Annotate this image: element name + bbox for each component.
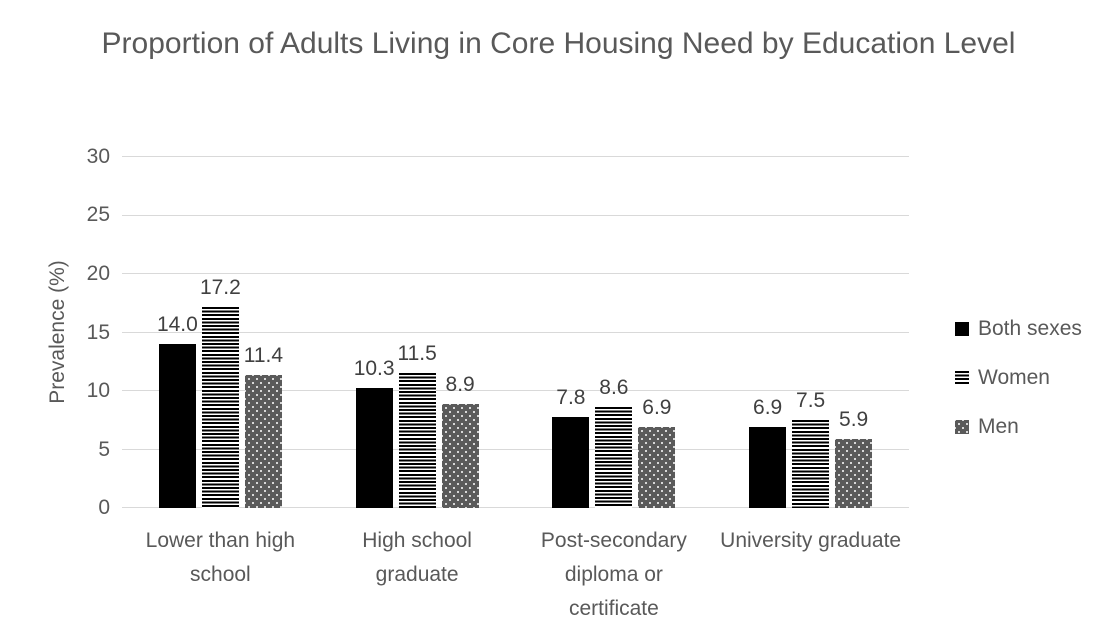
bar-value-label: 6.9 (753, 396, 783, 420)
x-axis-category-labels: Lower than high school High school gradua… (122, 524, 909, 626)
gridline-15 (122, 331, 909, 333)
legend-item-both-sexes: Both sexes (955, 317, 1082, 341)
bar-women: 8.6 (595, 376, 633, 508)
bar-value-label: 7.8 (556, 385, 586, 409)
bar-group-lower-than-high-school: 14.0 17.2 11.4 (122, 157, 319, 508)
y-tick-label: 15 (86, 320, 110, 344)
gridlines (122, 156, 909, 508)
legend-swatch-women (955, 371, 969, 385)
x-axis-category-label: Lower than high school (145, 529, 296, 586)
bar-value-label: 7.5 (796, 389, 826, 413)
bar-men: 5.9 (835, 408, 873, 508)
bar-both-sexes: 10.3 (354, 357, 395, 508)
bar-value-label: 8.6 (599, 376, 629, 400)
x-axis-category-label: High school graduate (362, 529, 472, 586)
bar-group-post-secondary-diploma-or-certificate: 7.8 8.6 6.9 (516, 157, 713, 508)
bar-value-label: 11.4 (243, 343, 284, 367)
legend: Both sexes Women Men (955, 317, 1082, 464)
gridline-25 (122, 214, 909, 216)
bar-men: 6.9 (638, 396, 676, 508)
x-axis-category-label: Post-secondary diploma or certificate (540, 529, 687, 620)
gridline-30 (122, 156, 909, 157)
bar-value-label: 8.9 (445, 372, 475, 396)
bar-group-university-graduate: 6.9 7.5 5.9 (712, 157, 909, 508)
plot-area: 14.0 17.2 11.4 10.3 11.5 8.9 7.8 8.6 6.9 6.9 7.5 5.… (122, 156, 909, 508)
bar-both-sexes: 14.0 (157, 313, 198, 508)
gridline-5 (122, 448, 909, 450)
bar-value-label: 10.3 (353, 356, 395, 380)
legend-label: Men (978, 415, 1019, 438)
chart-title: Proportion of Adults Living in Core Hous… (101, 27, 1016, 60)
y-tick-label: 10 (86, 378, 110, 402)
bar-women: 7.5 (792, 389, 830, 508)
x-axis-category-label: University graduate (720, 529, 902, 552)
legend-item-women: Women (955, 366, 1082, 390)
bar-value-label: 11.5 (397, 342, 437, 366)
y-tick-label: 30 (86, 145, 110, 168)
y-tick-label: 0 (98, 496, 110, 519)
legend-item-men: Men (955, 415, 1082, 439)
legend-swatch-men (955, 420, 969, 434)
bar-groups: 14.0 17.2 11.4 10.3 11.5 8.9 7.8 8.6 6.9 6.9 7.5 5.… (122, 157, 909, 508)
legend-swatch-both-sexes (955, 322, 969, 336)
bar-men: 11.4 (244, 344, 283, 508)
bar-value-label: 17.2 (199, 275, 241, 299)
bar-women: 17.2 (200, 276, 241, 508)
bar-group-high-school-graduate: 10.3 11.5 8.9 (319, 157, 516, 508)
gridline-20 (122, 273, 909, 274)
bar-women: 11.5 (397, 342, 437, 508)
gridline-10 (122, 390, 909, 391)
gridline-0 (122, 507, 909, 508)
y-tick-label: 20 (86, 261, 110, 285)
y-axis-tick-labels: 0 5 10 15 20 25 30 (0, 145, 110, 519)
legend-label: Women (978, 366, 1050, 389)
bar-men: 8.9 (441, 373, 479, 508)
bar-value-label: 14.0 (156, 313, 198, 337)
bar-both-sexes: 6.9 (749, 396, 787, 508)
y-tick-label: 5 (98, 437, 110, 461)
legend-label: Both sexes (978, 317, 1082, 340)
bar-value-label: 5.9 (839, 407, 869, 431)
bar-both-sexes: 7.8 (552, 386, 590, 508)
bar-value-label: 6.9 (642, 396, 672, 420)
y-tick-label: 25 (86, 203, 110, 227)
